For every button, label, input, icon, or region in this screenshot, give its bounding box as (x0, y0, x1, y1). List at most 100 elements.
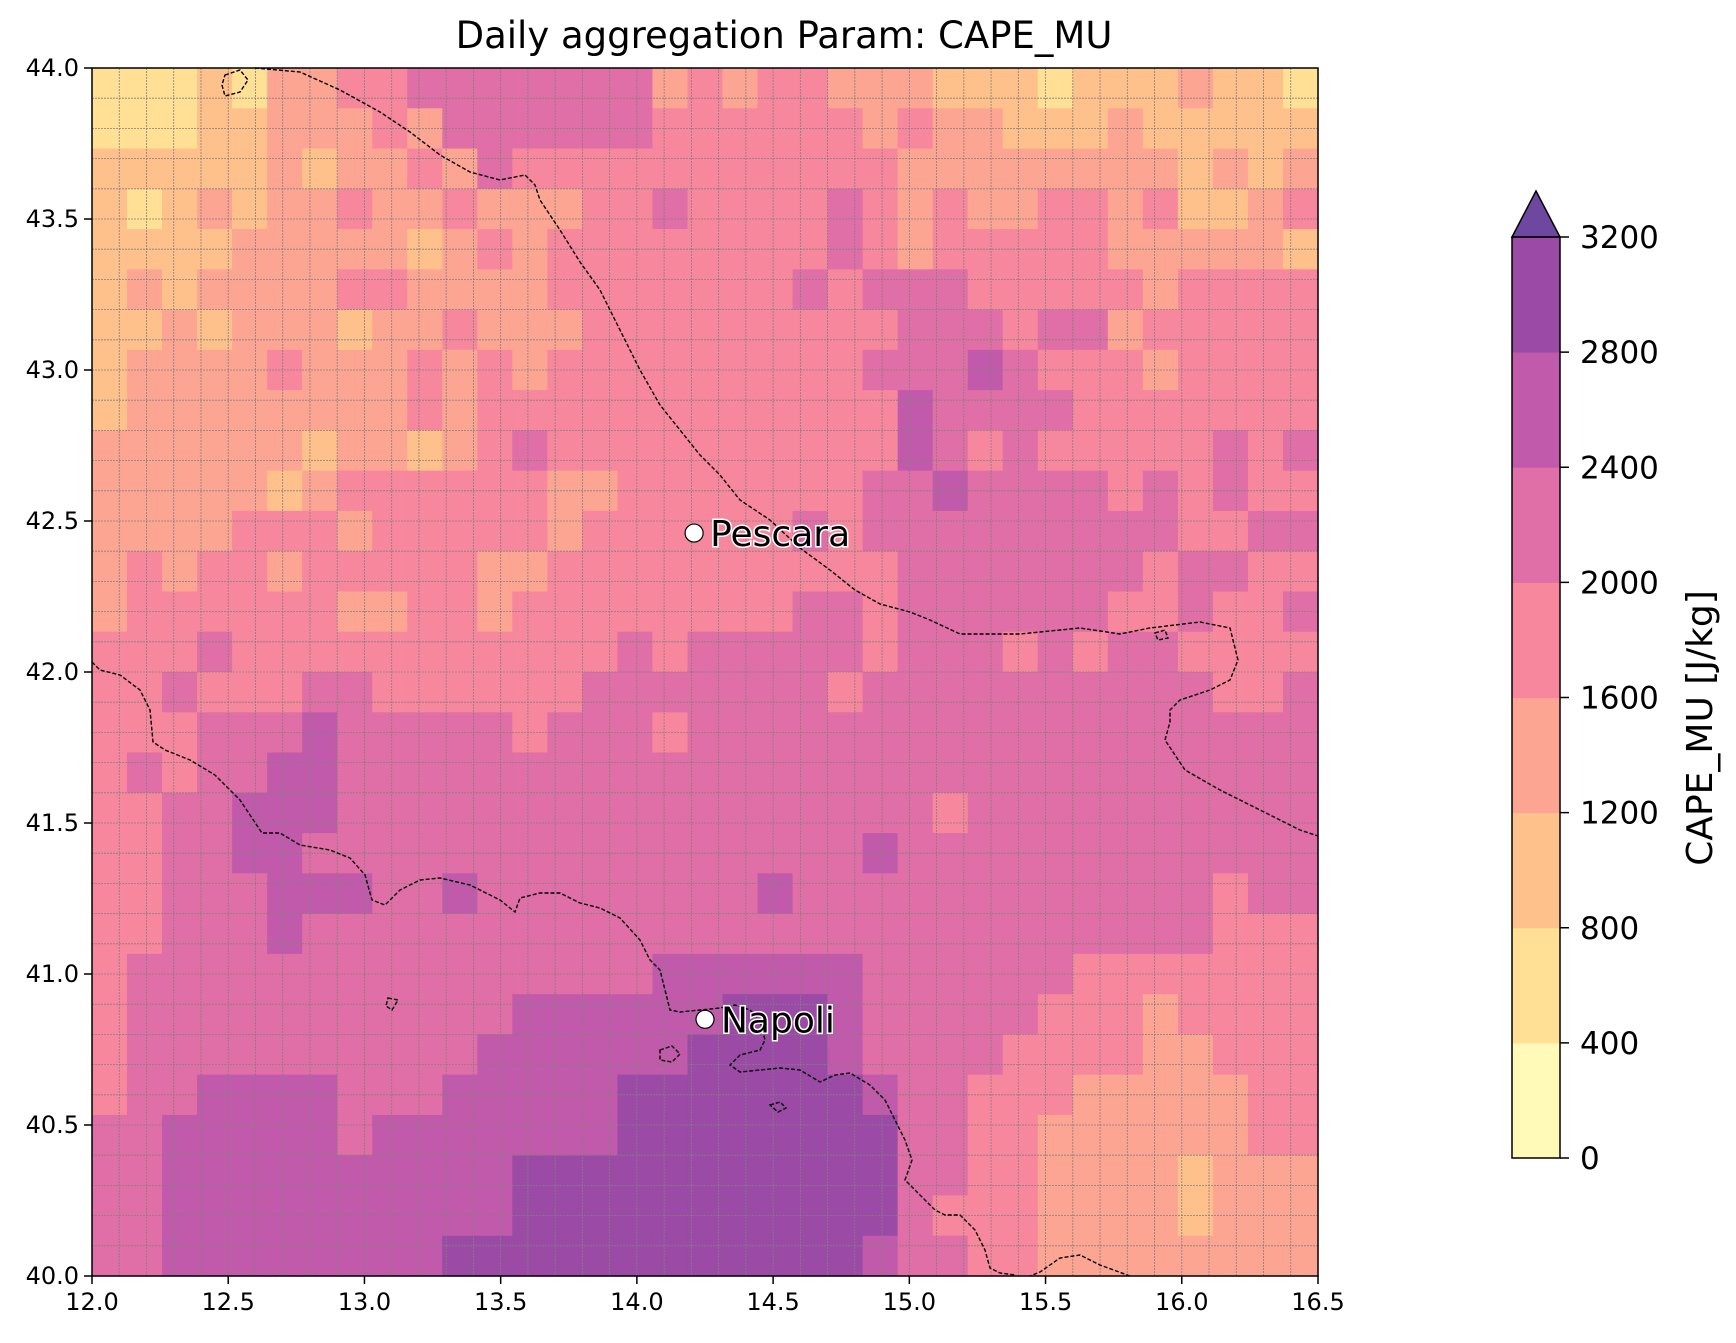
grid-cell (1282, 792, 1319, 834)
grid-cell (722, 631, 759, 673)
grid-cell (967, 1155, 1004, 1197)
grid-cell (652, 672, 689, 713)
grid-cell (92, 229, 128, 270)
grid-cell (1282, 913, 1319, 955)
grid-cell (1002, 752, 1039, 794)
grid-cell (512, 269, 548, 311)
y-tick-label: 43.0 (26, 356, 79, 384)
grid-cell (232, 672, 268, 713)
grid-cell (1212, 1034, 1249, 1076)
grid-cell (547, 1074, 583, 1116)
grid-cell (337, 752, 373, 794)
grid-cell (1282, 953, 1319, 995)
grid-cell (337, 188, 373, 230)
grid-cell (757, 470, 794, 512)
city-markers: Pescara Napoli (684, 513, 852, 1043)
grid-cell (1072, 913, 1109, 955)
grid-cell (1142, 1034, 1179, 1076)
grid-cell (862, 833, 899, 874)
grid-cell (652, 148, 689, 190)
grid-cell (92, 1114, 128, 1156)
grid-cell (1107, 1155, 1144, 1197)
grid-cell (652, 792, 689, 834)
grid-cell (442, 1034, 478, 1076)
grid-cell (372, 994, 408, 1035)
grid-cell (582, 913, 619, 955)
grid-cell (862, 430, 899, 472)
capri-island (768, 1101, 788, 1113)
grid-cell (372, 672, 408, 713)
grid-cell (1002, 913, 1039, 955)
grid-cell (302, 1034, 338, 1076)
grid-cell (1282, 873, 1319, 915)
grid-cell (232, 873, 268, 915)
y-tick-label: 40.5 (26, 1111, 79, 1139)
grid-cell (127, 1114, 163, 1156)
grid-cell (267, 913, 303, 955)
grid-cell (967, 108, 1004, 150)
grid-cell (92, 1074, 128, 1116)
grid-cell (92, 1155, 128, 1197)
grid-cell (197, 631, 233, 673)
grid-cell (127, 1155, 163, 1197)
grid-cell (862, 712, 899, 754)
grid-cell (722, 68, 759, 109)
grid-cell (967, 792, 1004, 834)
grid-cell (967, 390, 1004, 431)
grid-cell (1282, 994, 1319, 1035)
grid-cell (862, 1235, 899, 1277)
grid-cell (232, 510, 268, 552)
grid-cell (407, 1034, 443, 1076)
grid-cell (792, 913, 829, 955)
grid-cell (862, 1074, 899, 1116)
y-tick-label: 41.0 (26, 960, 79, 988)
grid-cell (722, 1114, 759, 1156)
grid-cell (1212, 672, 1249, 713)
grid-cell (967, 953, 1004, 995)
grid-cell (967, 833, 1004, 874)
grid-cell (652, 833, 689, 874)
grid-cell (1107, 269, 1144, 311)
grid-cell (547, 833, 583, 874)
colorbar-segment (1512, 1042, 1560, 1159)
grid-cell (337, 551, 373, 593)
grid-cell (197, 510, 233, 552)
grid-cell (1037, 672, 1074, 713)
grid-cell (547, 309, 583, 351)
grid-cell (372, 913, 408, 955)
grid-cell (792, 430, 829, 472)
x-tick-label: 16.5 (1291, 1288, 1344, 1316)
grid-cell (1037, 1155, 1074, 1197)
grid-cell (967, 269, 1004, 311)
grid-cell (547, 953, 583, 995)
y-tick-label: 42.5 (26, 507, 79, 535)
grid-cell (827, 510, 864, 552)
grid-cell (1002, 68, 1039, 109)
grid-cell (127, 792, 163, 834)
grid-cell (547, 1195, 583, 1237)
grid-cell (1072, 1074, 1109, 1116)
grid-cell (1282, 591, 1319, 633)
grid-cell (92, 752, 128, 794)
grid-cell (512, 510, 548, 552)
grid-cell (162, 309, 198, 351)
grid-cell (127, 551, 163, 593)
grid-cell (1177, 752, 1214, 794)
grid-cell (197, 188, 233, 230)
grid-cell (232, 792, 268, 834)
grid-cell (967, 148, 1004, 190)
grid-cell (1282, 68, 1319, 109)
grid-cell (617, 551, 654, 593)
grid-cell (1282, 672, 1319, 713)
grid-cell (862, 390, 899, 431)
grid-cell (127, 1235, 163, 1277)
grid-cell (302, 188, 338, 230)
grid-cell (477, 390, 513, 431)
grid-cell (862, 631, 899, 673)
grid-cell (932, 148, 969, 190)
grid-cell (127, 188, 163, 230)
grid-cell (197, 792, 233, 834)
grid-cell (92, 994, 128, 1035)
grid-cell (617, 873, 654, 915)
grid-cell (127, 1034, 163, 1076)
